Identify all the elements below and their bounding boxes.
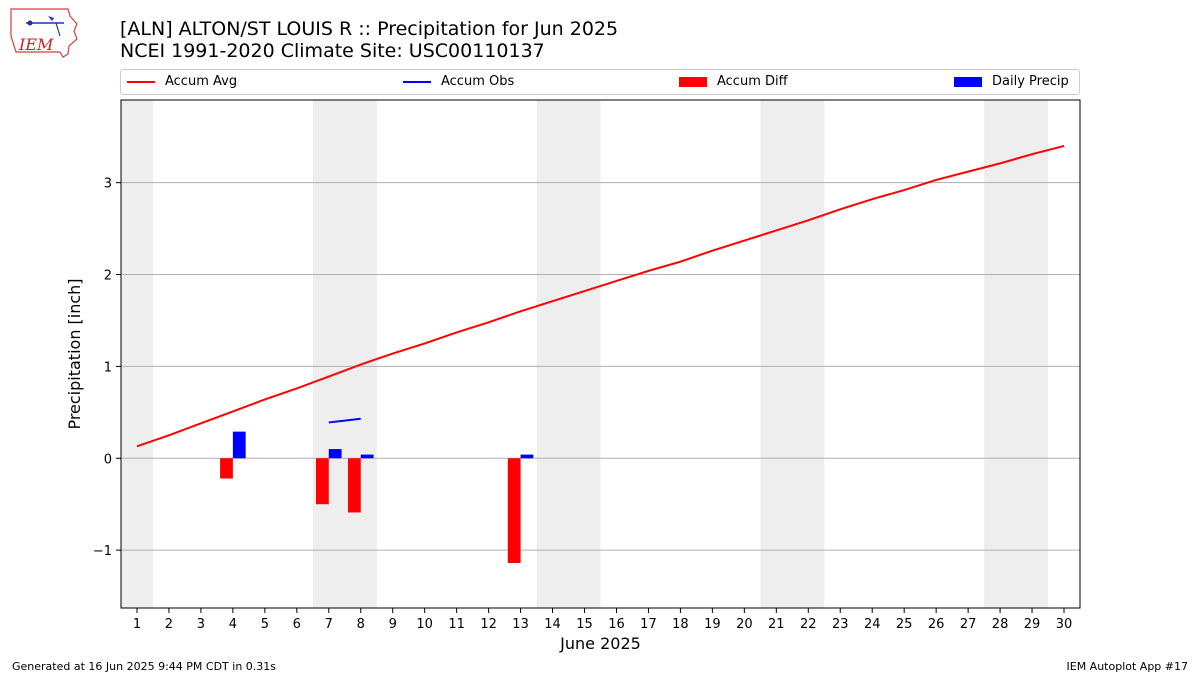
x-tick-label: 14 <box>544 617 561 632</box>
x-tick-label: 16 <box>608 617 625 632</box>
chart-legend: Accum Avg Accum Obs Accum Diff Daily Pre… <box>120 69 1080 95</box>
legend-swatch-accum-diff <box>679 77 707 87</box>
x-tick-label: 25 <box>896 617 913 632</box>
accum-diff-bar <box>347 458 361 513</box>
title-line-2: NCEI 1991-2020 Climate Site: USC00110137 <box>120 40 545 62</box>
x-tick-label: 23 <box>832 617 849 632</box>
x-tick-label: 7 <box>325 617 333 632</box>
weekend-band <box>760 100 825 608</box>
x-tick-label: 1 <box>133 617 141 632</box>
accum-avg-line <box>136 144 1065 448</box>
legend-label-accum-obs: Accum Obs <box>441 74 515 89</box>
weekend-band <box>536 100 601 608</box>
x-tick-label: 28 <box>992 617 1009 632</box>
y-tick-label: −1 <box>93 544 112 559</box>
iowa-outline-icon <box>10 8 78 58</box>
y-axis-label: Precipitation [inch] <box>65 278 84 429</box>
legend-label-accum-diff: Accum Diff <box>717 74 788 89</box>
weekend-band <box>312 100 377 608</box>
x-tick-label: 26 <box>928 617 945 632</box>
x-tick-label: 22 <box>800 617 817 632</box>
x-tick-label: 12 <box>480 617 497 632</box>
footer-generated: Generated at 16 Jun 2025 9:44 PM CDT in … <box>12 660 277 673</box>
y-tick-label: 0 <box>104 452 112 467</box>
x-tick-label: 13 <box>512 617 529 632</box>
daily-precip-bar <box>360 454 374 459</box>
daily-precip-bar <box>232 431 246 459</box>
logo-text: IEM <box>18 35 54 54</box>
x-tick-label: 29 <box>1024 617 1041 632</box>
x-tick-label: 4 <box>229 617 237 632</box>
x-tick-label: 21 <box>768 617 785 632</box>
legend-swatch-accum-obs <box>403 81 431 83</box>
x-tick-label: 9 <box>389 617 397 632</box>
y-tick-label: 3 <box>104 177 112 192</box>
x-tick-label: 15 <box>576 617 593 632</box>
x-tick-label: 2 <box>165 617 173 632</box>
iem-logo: IEM <box>10 8 78 58</box>
x-axis-label: June 2025 <box>559 634 641 653</box>
daily-precip-bar <box>328 449 342 459</box>
accum-diff-bar <box>315 458 329 505</box>
x-tick-label: 30 <box>1056 617 1073 632</box>
legend-label-accum-avg: Accum Avg <box>165 74 238 89</box>
x-tick-label: 27 <box>960 617 977 632</box>
x-tick-label: 24 <box>864 617 881 632</box>
x-tick-label: 19 <box>704 617 721 632</box>
accum-obs-line <box>328 417 361 424</box>
weekend-band <box>121 100 153 608</box>
x-tick-label: 18 <box>672 617 689 632</box>
x-tick-label: 6 <box>293 617 301 632</box>
weekend-band <box>984 100 1049 608</box>
y-tick-label: 2 <box>104 269 112 284</box>
accum-diff-bar <box>220 458 233 479</box>
title-line-1: [ALN] ALTON/ST LOUIS R :: Precipitation … <box>120 18 619 40</box>
legend-swatch-accum-avg <box>127 81 155 83</box>
legend-label-daily-precip: Daily Precip <box>992 74 1069 89</box>
footer-app: IEM Autoplot App #17 <box>1066 660 1189 673</box>
y-tick-label: 1 <box>104 360 112 375</box>
plot-frame <box>120 99 1081 609</box>
daily-precip-bar <box>520 454 534 459</box>
x-tick-label: 17 <box>640 617 657 632</box>
x-tick-label: 20 <box>736 617 753 632</box>
x-tick-label: 11 <box>448 617 465 632</box>
accum-diff-bar <box>507 458 521 563</box>
chart-title: [ALN] ALTON/ST LOUIS R :: Precipitation … <box>120 18 618 62</box>
legend-swatch-daily-precip <box>954 77 982 87</box>
x-tick-label: 3 <box>197 617 205 632</box>
x-tick-label: 10 <box>416 617 433 632</box>
x-tick-label: 8 <box>357 617 365 632</box>
x-tick-label: 5 <box>261 617 269 632</box>
